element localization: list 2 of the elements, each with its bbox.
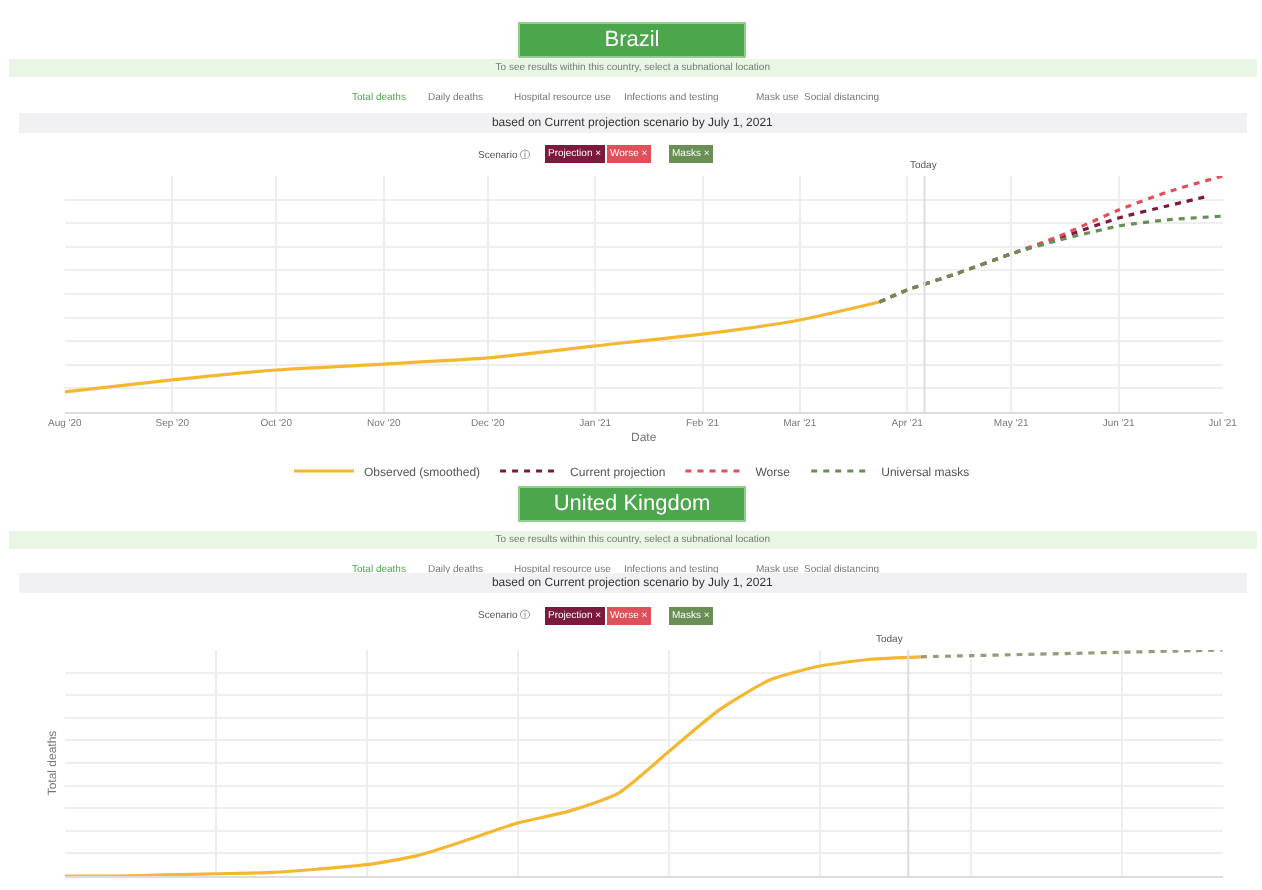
chart-title: Brazil [604, 28, 660, 52]
chart-title: United Kingdom [553, 492, 711, 516]
